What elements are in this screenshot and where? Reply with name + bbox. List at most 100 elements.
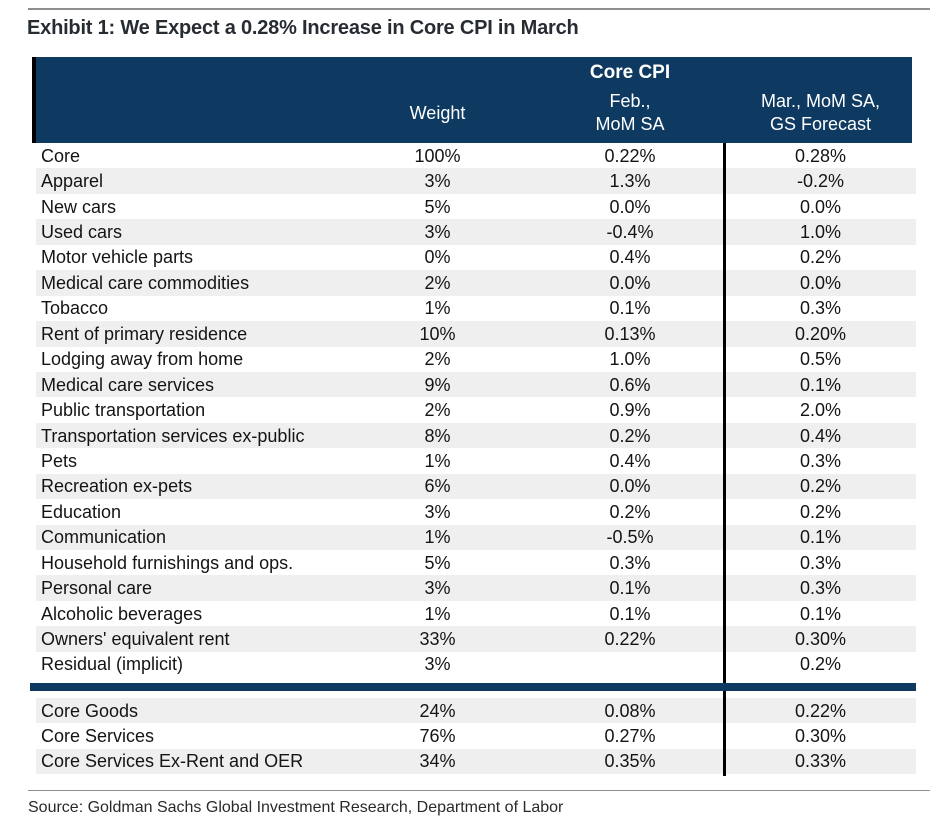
- value-cell: 0.0%: [799, 196, 842, 217]
- value-cell: 0.1%: [609, 578, 651, 599]
- value-cell: -0.2%: [796, 171, 845, 192]
- category-cell: Medical care commodities: [41, 272, 250, 293]
- value-cell: 3%: [424, 654, 451, 675]
- value-cell: 2.0%: [799, 400, 842, 421]
- value-cell: 8%: [424, 425, 451, 446]
- body-row: Communication 1% -0.5% 0.1%: [36, 524, 916, 550]
- body-row: Medical care commodities 2% 0.0% 0.0%: [36, 270, 916, 296]
- value-cell: 0.5%: [799, 349, 842, 370]
- value-cell: 24%: [419, 700, 456, 721]
- body-row: Motor vehicle parts 0% 0.4% 0.2%: [36, 245, 916, 270]
- value-cell: 0.0%: [799, 272, 842, 293]
- value-cell: 0.28%: [794, 145, 847, 166]
- value-cell: 1.0%: [609, 349, 651, 370]
- category-cell: Residual (implicit): [41, 654, 184, 675]
- body-row: Apparel 3% 1.3% -0.2%: [36, 168, 916, 194]
- value-cell: 3%: [424, 578, 451, 599]
- value-cell: 6%: [424, 476, 451, 497]
- value-cell: 0.22%: [604, 629, 656, 650]
- category-cell: Transportation services ex-public: [41, 425, 305, 446]
- category-cell: Public transportation: [41, 400, 206, 421]
- bottom-divider: [28, 790, 930, 791]
- table-body: Core 100% 0.22% 0.28% Apparel 3% 1.3% -0.2% New …: [36, 143, 916, 677]
- value-cell: 0.9%: [609, 400, 651, 421]
- value-cell: 1%: [424, 603, 451, 624]
- body-row: Personal care 3% 0.1% 0.3%: [36, 575, 916, 601]
- body-row: Alcoholic beverages 1% 0.1% 0.1%: [36, 601, 916, 626]
- value-cell: 33%: [419, 629, 456, 650]
- category-cell: Core Goods: [41, 700, 139, 721]
- value-cell: 0.2%: [799, 247, 842, 268]
- core-cpi-table: Core CPI Weight Feb., MoM SA Mar., MoM S…: [30, 57, 916, 776]
- category-cell: Alcoholic beverages: [41, 603, 203, 624]
- body-row: New cars 5% 0.0% 0.0%: [36, 194, 916, 219]
- value-cell: 0.3%: [609, 552, 651, 573]
- value-cell: 0.08%: [604, 700, 656, 721]
- value-cell: 0.0%: [609, 476, 651, 497]
- column-header-feb-mom-sa: Feb., MoM SA: [595, 91, 665, 134]
- value-cell: 1.0%: [799, 222, 842, 243]
- value-cell: 0.4%: [799, 425, 842, 446]
- value-cell: 0.2%: [799, 476, 842, 497]
- value-cell: 5%: [424, 552, 451, 573]
- column-divider-line: [723, 143, 726, 776]
- body-row: Recreation ex-pets 6% 0.0% 0.2%: [36, 473, 916, 500]
- value-cell: 0.3%: [799, 450, 842, 471]
- value-cell: 0.30%: [794, 629, 847, 650]
- value-cell: 0.3%: [799, 578, 842, 599]
- value-cell: 3%: [424, 501, 451, 522]
- category-cell: Tobacco: [41, 298, 109, 319]
- body-row: Rent of primary residence 10% 0.13% 0.20%: [36, 321, 916, 347]
- value-cell: 0.1%: [799, 374, 842, 395]
- value-cell: 0.22%: [794, 700, 847, 721]
- value-cell: 0.2%: [799, 654, 842, 675]
- category-cell: Recreation ex-pets: [41, 476, 193, 497]
- column-header-mar-gs-forecast: Mar., MoM SA, GS Forecast: [760, 91, 881, 134]
- column-header-weight: Weight: [409, 102, 466, 123]
- category-cell: Rent of primary residence: [41, 323, 248, 344]
- category-cell: Medical care services: [41, 374, 215, 395]
- body-row: Public transportation 2% 0.9% 2.0%: [36, 397, 916, 422]
- category-cell: Apparel: [41, 171, 104, 192]
- value-cell: -0.5%: [606, 527, 654, 548]
- value-cell: 0.33%: [794, 751, 847, 772]
- value-cell: 0%: [424, 247, 451, 268]
- body-row: Residual (implicit) 3% 0.2%: [36, 652, 916, 677]
- value-cell: 3%: [424, 171, 451, 192]
- value-cell: 34%: [419, 751, 456, 772]
- category-cell: Communication: [41, 527, 167, 548]
- value-cell: 0.1%: [799, 527, 842, 548]
- value-cell: 0.3%: [799, 298, 842, 319]
- value-cell: 3%: [424, 222, 451, 243]
- value-cell: 2%: [424, 400, 451, 421]
- value-cell: 0.3%: [799, 552, 842, 573]
- value-cell: 0.2%: [609, 501, 651, 522]
- value-cell: 2%: [424, 272, 451, 293]
- value-cell: 10%: [419, 323, 456, 344]
- category-cell: Owners' equivalent rent: [41, 629, 230, 650]
- value-cell: 100%: [414, 145, 461, 166]
- category-cell: Lodging away from home: [41, 349, 244, 370]
- value-cell: 0.4%: [609, 450, 651, 471]
- body-row: Medical care services 9% 0.6% 0.1%: [36, 371, 916, 398]
- value-cell: 1%: [424, 298, 451, 319]
- body-row: Household furnishings and ops. 5% 0.3% 0.3%: [36, 550, 916, 575]
- summary-row: Core Services Ex-Rent and OER 34% 0.35% 0.3…: [36, 748, 916, 774]
- group-header-core-cpi: Core CPI: [589, 62, 671, 83]
- value-cell: 0.1%: [609, 298, 651, 319]
- value-cell: 0.6%: [609, 374, 651, 395]
- value-cell: 1%: [424, 527, 451, 548]
- value-cell: 0.4%: [609, 247, 651, 268]
- exhibit-title: Exhibit 1: We Expect a 0.28% Increase in…: [27, 17, 579, 39]
- value-cell: 0.30%: [794, 725, 847, 746]
- category-cell: Core Services: [41, 725, 155, 746]
- category-cell: Education: [41, 501, 122, 522]
- value-cell: 0.20%: [794, 323, 847, 344]
- category-cell: Used cars: [41, 222, 123, 243]
- body-row: Transportation services ex-public 8% 0.2% 0…: [36, 422, 916, 449]
- value-cell: 0.35%: [604, 751, 656, 772]
- value-cell: 0.0%: [609, 196, 651, 217]
- summary-row: Core Goods 24% 0.08% 0.22%: [36, 698, 916, 724]
- category-cell: Household furnishings and ops.: [41, 552, 294, 573]
- body-row: Core 100% 0.22% 0.28%: [36, 143, 916, 168]
